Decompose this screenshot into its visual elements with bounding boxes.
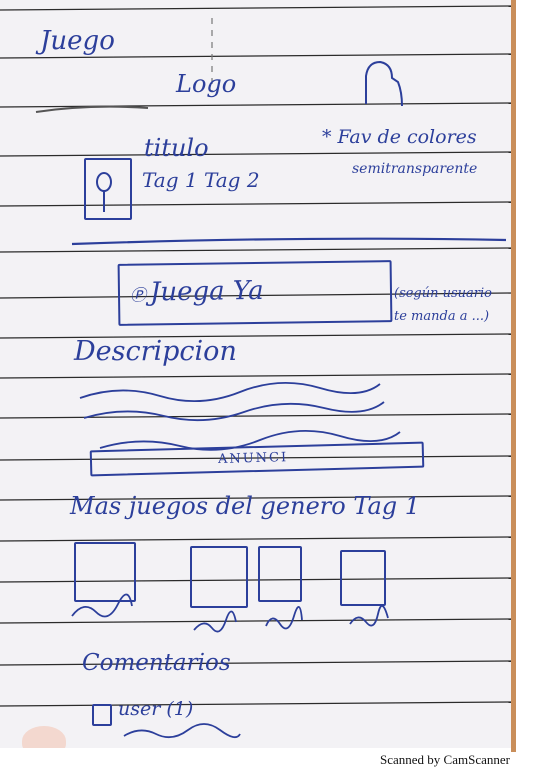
game-title: titulo bbox=[144, 134, 209, 162]
play-note: (según usuario te manda a ...) bbox=[394, 286, 493, 325]
ruled-lines bbox=[0, 5, 512, 707]
comment-user[interactable]: user (1) bbox=[118, 698, 194, 720]
favorites-note: * Fav de colores bbox=[322, 126, 477, 148]
description-text-scribble bbox=[79, 381, 401, 451]
more-games-heading: Mas juegos del genero Tag 1 bbox=[70, 492, 421, 520]
related-game-card-3[interactable] bbox=[258, 546, 302, 602]
comment-text-scribble bbox=[123, 723, 241, 739]
header-label: Juego bbox=[40, 26, 115, 56]
related-game-card-4[interactable] bbox=[340, 550, 386, 606]
notebook-page: Juego Logo titulo Tag 1 Tag 2 * Fav de c… bbox=[0, 0, 512, 748]
comment-avatar bbox=[92, 704, 112, 726]
related-game-card-1[interactable] bbox=[74, 542, 136, 602]
comments-heading: Comentarios bbox=[82, 650, 231, 676]
game-icon-placeholder bbox=[84, 158, 132, 220]
game-icon bbox=[96, 172, 112, 212]
description-heading: Descripcion bbox=[74, 336, 237, 367]
game-tags[interactable]: Tag 1 Tag 2 bbox=[142, 168, 260, 192]
favorites-note-2: semitransparente bbox=[352, 161, 478, 177]
page-edge bbox=[511, 0, 516, 752]
finger-thumb bbox=[22, 726, 66, 748]
related-game-card-2[interactable] bbox=[190, 546, 248, 608]
scanner-watermark: Scanned by CamScanner bbox=[380, 752, 510, 767]
user-icon[interactable] bbox=[0, 0, 512, 748]
related-game-captions bbox=[71, 593, 389, 633]
logo-label: Logo bbox=[176, 70, 237, 98]
